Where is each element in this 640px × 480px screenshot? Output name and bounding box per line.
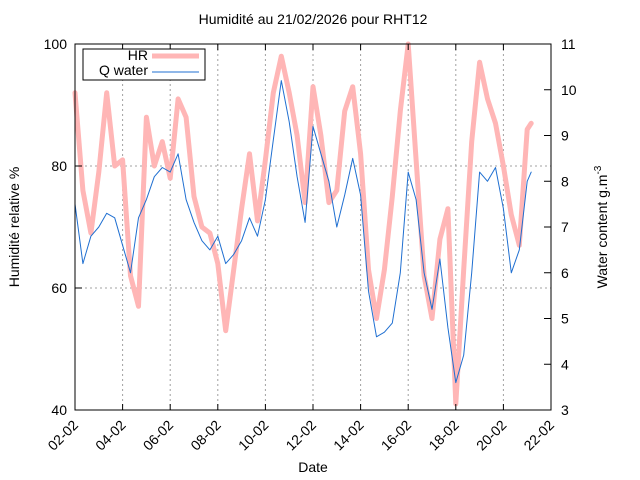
y-tick-label: 100: [44, 36, 68, 52]
y2-tick-label: 5: [561, 311, 569, 327]
chart-title: Humidité au 21/02/2026 pour RHT12: [199, 11, 428, 27]
y-tick-label: 80: [51, 158, 67, 174]
y2-tick-label: 4: [561, 356, 569, 372]
legend: HR Q water: [82, 47, 206, 81]
y-tick-label: 40: [51, 402, 67, 418]
x-tick-label: 20-02: [473, 417, 510, 454]
y2-tick-label: 3: [561, 402, 569, 418]
series-line-q-water: [74, 80, 532, 384]
y2-tick-label: 6: [561, 265, 569, 281]
x-tick-label: 18-02: [425, 417, 462, 454]
x-axis-label: Date: [298, 459, 328, 475]
x-tick-label: 12-02: [282, 417, 319, 454]
plot-area: [72, 41, 534, 407]
x-tick-label: 16-02: [378, 417, 415, 454]
y2-tick-label: 11: [561, 36, 576, 52]
x-tick-label: 06-02: [140, 417, 177, 454]
legend-label-q-water: Q water: [99, 62, 148, 78]
y2-tick-label: 7: [561, 219, 569, 235]
x-tick-label: 08-02: [187, 417, 224, 454]
y2-tick-label: 8: [561, 173, 569, 189]
y2-axis-label-exponent: -3: [593, 165, 604, 174]
y-tick-label: 60: [51, 280, 67, 296]
x-tick-label: 10-02: [235, 417, 272, 454]
y2-tick-label: 9: [561, 128, 569, 144]
y2-axis-label: Water content g.m-3: [593, 165, 610, 288]
legend-label-hr: HR: [128, 47, 148, 63]
x-tick-label: 04-02: [92, 417, 129, 454]
series-line-hr: [72, 41, 534, 407]
y2-axis-label-main: Water content g.m: [594, 175, 610, 289]
x-tick-label: 14-02: [330, 417, 367, 454]
x-tick-label: 02-02: [44, 417, 81, 454]
x-tick-label: 22-02: [520, 417, 557, 454]
y-axis-label: Humidité relative %: [6, 167, 22, 288]
y2-tick-label: 10: [561, 82, 577, 98]
